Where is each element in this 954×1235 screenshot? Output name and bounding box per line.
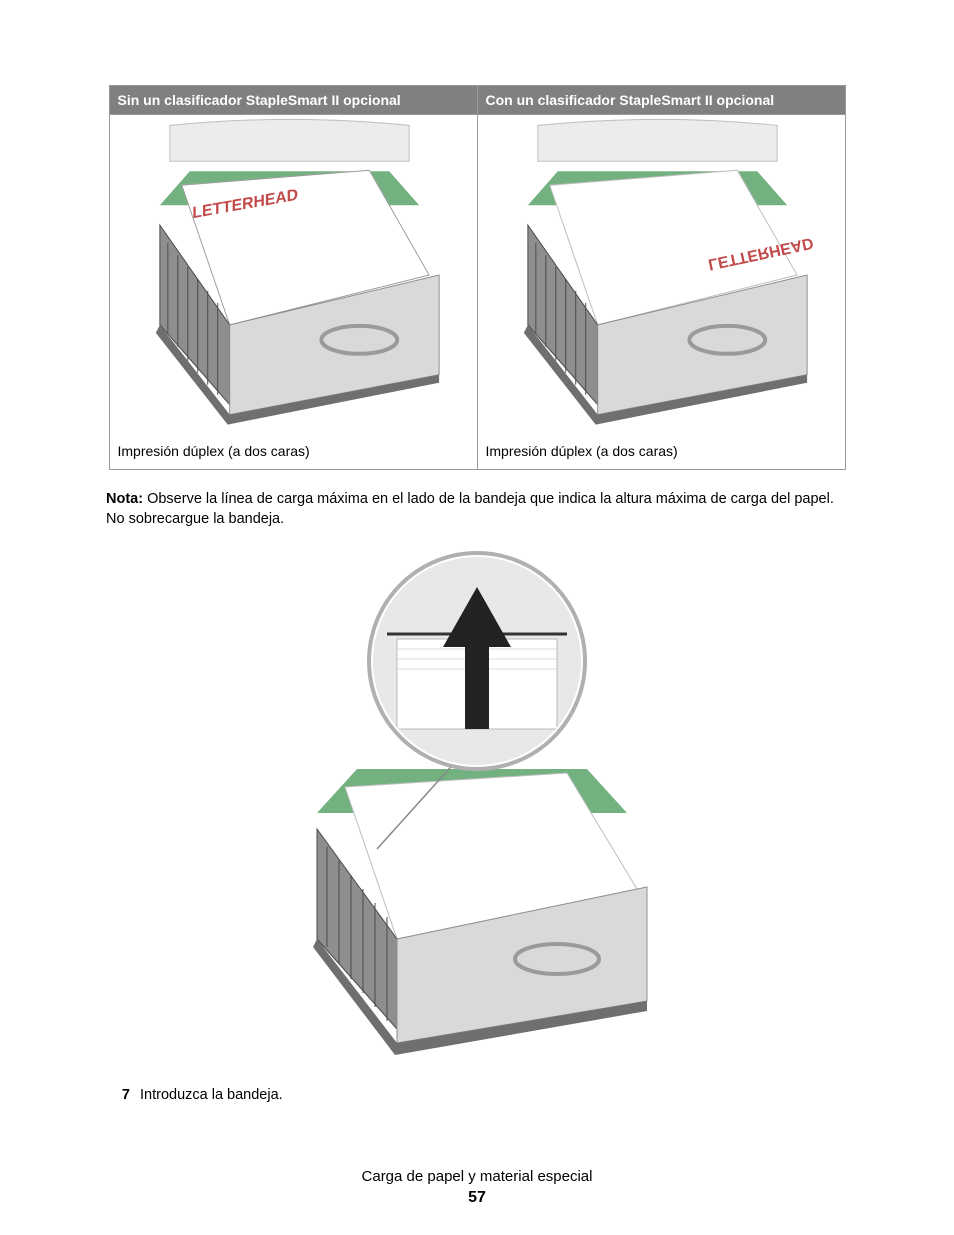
- comparison-table: Sin un clasificador StapleSmart II opcio…: [109, 85, 846, 470]
- page-footer: Carga de papel y material especial 57: [0, 1168, 954, 1207]
- tray-svg-right: LETTERHEAD: [478, 115, 845, 435]
- tray-illustration-left: LETTERHEAD: [110, 115, 477, 435]
- step-7: 7 Introduzca la bandeja.: [106, 1087, 848, 1103]
- step-text: Introduzca la bandeja.: [140, 1087, 283, 1103]
- max-load-figure: [267, 549, 687, 1059]
- note-paragraph: Nota: Observe la línea de carga máxima e…: [106, 490, 848, 529]
- zoom-callout: [369, 553, 585, 769]
- table-cell-right: LETTERHEAD: [477, 115, 845, 470]
- note-label: Nota:: [106, 491, 143, 507]
- table-image-row: LETTERHEAD: [109, 115, 845, 470]
- footer-page-number: 57: [0, 1189, 954, 1207]
- table-header-right: Con un clasificador StapleSmart II opcio…: [477, 86, 845, 115]
- table-cell-left: LETTERHEAD: [109, 115, 477, 470]
- footer-section-title: Carga de papel y material especial: [0, 1168, 954, 1185]
- step-number: 7: [106, 1087, 130, 1103]
- tray-illustration-right: LETTERHEAD: [478, 115, 845, 435]
- table-caption-right: Impresión dúplex (a dos caras): [478, 435, 845, 469]
- table-header-row: Sin un clasificador StapleSmart II opcio…: [109, 86, 845, 115]
- document-page: Sin un clasificador StapleSmart II opcio…: [0, 0, 954, 1235]
- tray-svg-left: LETTERHEAD: [110, 115, 477, 435]
- table-caption-left: Impresión dúplex (a dos caras): [110, 435, 477, 469]
- note-text: Observe la línea de carga máxima en el l…: [106, 491, 834, 527]
- table-header-left: Sin un clasificador StapleSmart II opcio…: [109, 86, 477, 115]
